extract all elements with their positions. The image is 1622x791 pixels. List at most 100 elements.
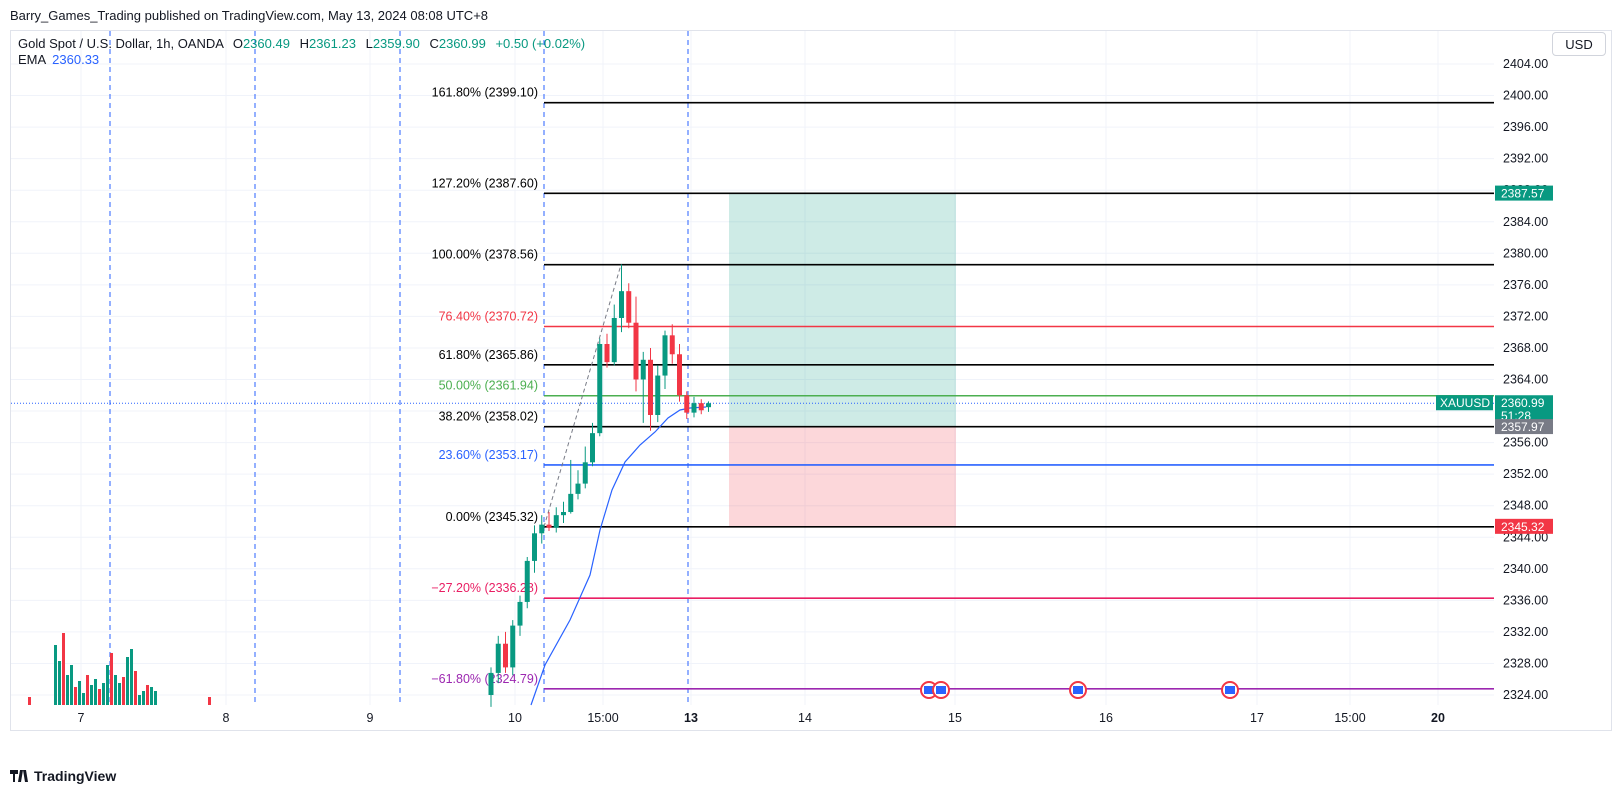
fib-level-label: −61.80% (2324.79) [431, 672, 538, 686]
fib-level-label: 76.40% (2370.72) [439, 309, 538, 323]
fib-level-label: 161.80% (2399.10) [432, 86, 538, 100]
price-tick-label: 2380.00 [1503, 246, 1548, 260]
fib-trend-line [543, 264, 622, 527]
ema-line [530, 406, 707, 706]
flag-fill [924, 686, 934, 694]
candle-body [669, 335, 675, 355]
open-value: 2360.49 [242, 36, 290, 51]
candle-body [561, 512, 566, 516]
time-tick-label: 15:00 [587, 711, 618, 725]
time-tick-label: 15:00 [1334, 711, 1365, 725]
price-tick-label: 2332.00 [1503, 625, 1548, 639]
ema-legend[interactable]: EMA 2360.33 [18, 52, 99, 67]
volume-bar [62, 633, 65, 705]
time-tick-label: 17 [1250, 711, 1264, 725]
flag-fill [1225, 686, 1235, 694]
price-tick-label: 2352.00 [1503, 467, 1548, 481]
fib-level-label: 127.20% (2387.60) [432, 176, 538, 190]
session-breaks [109, 31, 689, 705]
symbol-legend[interactable]: Gold Spot / U.S. Dollar, 1h, OANDA O2360… [18, 36, 585, 51]
fib-level-label: 100.00% (2378.56) [432, 248, 538, 262]
price-tick-label: 2364.00 [1503, 373, 1548, 387]
volume-bar [134, 671, 137, 705]
price-tick-label: 2368.00 [1503, 341, 1548, 355]
volume-bar [102, 683, 105, 705]
candle-body [582, 462, 588, 484]
candle-body [510, 625, 516, 668]
change-value: +0.50 (+0.02%) [495, 36, 586, 51]
economic-events [920, 681, 1239, 699]
price-tick-label: 2336.00 [1503, 593, 1548, 607]
candle-body [604, 344, 610, 363]
price-tick-label: 2404.00 [1503, 57, 1548, 71]
volume-bar [110, 653, 113, 705]
volume-bar [98, 689, 101, 705]
volume-bar [54, 645, 57, 705]
grid [11, 31, 1494, 705]
candle-body [691, 403, 697, 413]
price-tag-value: 2357.97 [1501, 420, 1545, 434]
volume-bar [78, 681, 81, 705]
candle-body [706, 403, 711, 408]
volume-bar [150, 687, 153, 705]
price-tick-label: 2348.00 [1503, 499, 1548, 513]
volume-bar [118, 683, 121, 705]
flag-fill [936, 686, 946, 694]
volume-bar [86, 675, 89, 705]
candle-body [633, 322, 639, 380]
candle-body [590, 433, 595, 463]
candle-body [684, 395, 690, 413]
fib-level-label: 38.20% (2358.02) [439, 410, 538, 424]
fibonacci-levels: 161.80% (2399.10) 127.20% (2387.60) 100.00… [11, 86, 1494, 690]
volume-bar [82, 693, 85, 705]
publisher-header: Barry_Games_Trading published on Trading… [10, 8, 489, 23]
tradingview-logo[interactable]: TradingView [10, 768, 116, 784]
price-tag [1495, 185, 1553, 201]
candle-body [532, 533, 537, 561]
fib-level-label: 23.60% (2353.17) [439, 448, 538, 462]
price-tick-label: 2400.00 [1503, 89, 1548, 103]
candle-body [546, 524, 552, 528]
candle-body [626, 291, 632, 323]
ema-value: 2360.33 [52, 52, 100, 67]
volume-bar [106, 665, 109, 705]
price-tick-label: 2340.00 [1503, 562, 1548, 576]
currency-button[interactable]: USD [1552, 32, 1606, 56]
volume-bar [74, 687, 77, 705]
candle-body [575, 483, 581, 494]
price-tick-label: 2376.00 [1503, 278, 1548, 292]
time-tick-label: 13 [684, 711, 698, 725]
high-value: 2361.23 [308, 36, 356, 51]
candle-body [640, 359, 646, 380]
brand-name: TradingView [34, 768, 117, 784]
price-tag-value: 2387.57 [1501, 187, 1545, 201]
candle-body [619, 291, 624, 318]
volume-bar [122, 677, 125, 705]
volume-bar [58, 661, 61, 705]
long-position-tool [729, 193, 956, 527]
volume-bar [94, 679, 97, 705]
price-tag [1495, 419, 1553, 435]
symbol-title[interactable]: Gold Spot / U.S. Dollar, 1h, OANDA [18, 36, 224, 51]
price-tag [1495, 395, 1553, 424]
volume-bar [126, 657, 129, 705]
price-tick-label: 2392.00 [1503, 152, 1548, 166]
target-zone [729, 193, 956, 428]
candle-body [495, 643, 501, 673]
price-tag-value: 2345.32 [1501, 520, 1545, 534]
candle-body [503, 643, 508, 668]
candle-body [539, 524, 545, 534]
time-tick-label: 9 [367, 711, 374, 725]
volume-bar [28, 697, 31, 705]
ema-name: EMA [18, 52, 47, 67]
ema-line-path [530, 406, 707, 706]
price-tick-label: 2396.00 [1503, 120, 1548, 134]
candles [488, 264, 711, 707]
time-tick-label: 14 [798, 711, 812, 725]
price-tag-value: 2360.99 [1501, 396, 1545, 410]
fib-level-label: −27.20% (2336.28) [431, 581, 538, 595]
volume-bar [90, 685, 93, 705]
fib-level-label: 0.00% (2345.32) [446, 510, 538, 524]
